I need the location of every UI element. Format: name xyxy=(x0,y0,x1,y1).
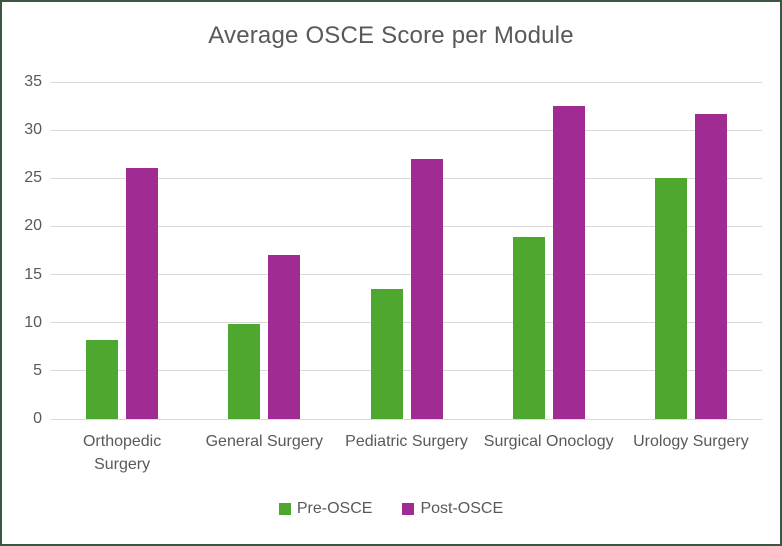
plot-area xyxy=(51,81,762,420)
x-axis: Orthopedic Surgery General Surgery Pedia… xyxy=(51,430,762,476)
gridline xyxy=(51,129,762,131)
legend: Pre-OSCE Post-OSCE xyxy=(2,500,780,518)
legend-swatch-icon xyxy=(278,503,291,515)
y-tick-label: 10 xyxy=(24,313,42,331)
y-axis: 0 5 10 15 20 25 30 35 xyxy=(2,73,42,427)
bar-pre-osce-urology-surgery xyxy=(654,178,687,419)
x-tick-label: Surgical Onoclogy xyxy=(483,433,614,450)
legend-item-post-osce: Post-OSCE xyxy=(402,500,503,518)
bar-pre-osce-orthopedic-surgery xyxy=(86,340,119,419)
y-tick-label: 35 xyxy=(24,73,42,90)
gridline xyxy=(51,225,762,227)
bar-post-osce-orthopedic-surgery xyxy=(126,167,159,419)
bar-post-osce-urology-surgery xyxy=(694,113,727,419)
y-tick-label: 5 xyxy=(33,361,42,379)
y-tick-label: 20 xyxy=(24,217,42,235)
bar-post-osce-surgical-onoclogy xyxy=(552,106,585,419)
gridline xyxy=(51,274,762,276)
legend-label: Pre-OSCE xyxy=(296,500,373,517)
x-tick-label: Urology Surgery xyxy=(633,433,749,450)
x-tick-label: General Surgery xyxy=(205,433,323,450)
gridline xyxy=(51,177,762,179)
gridline xyxy=(51,81,762,83)
bar-pre-osce-pediatric-surgery xyxy=(370,289,403,419)
bar-pre-osce-surgical-onoclogy xyxy=(512,237,545,419)
x-tick-label: Orthopedic Surgery xyxy=(82,433,162,474)
y-tick-label: 30 xyxy=(24,121,42,139)
legend-label: Post-OSCE xyxy=(420,500,504,517)
chart-title: Average OSCE Score per Module xyxy=(208,22,574,49)
bar-post-osce-pediatric-surgery xyxy=(410,159,443,419)
bar-pre-osce-general-surgery xyxy=(228,323,261,419)
y-tick-label: 25 xyxy=(24,169,42,187)
gridline xyxy=(51,370,762,372)
legend-item-pre-osce: Pre-OSCE xyxy=(278,500,373,518)
legend-swatch-icon xyxy=(402,503,415,515)
bar-post-osce-general-surgery xyxy=(268,255,301,419)
y-tick-label: 15 xyxy=(24,265,42,283)
gridline xyxy=(51,418,762,420)
x-tick-label: Pediatric Surgery xyxy=(345,433,468,450)
y-tick-label: 0 xyxy=(33,410,42,427)
gridline xyxy=(51,322,762,324)
